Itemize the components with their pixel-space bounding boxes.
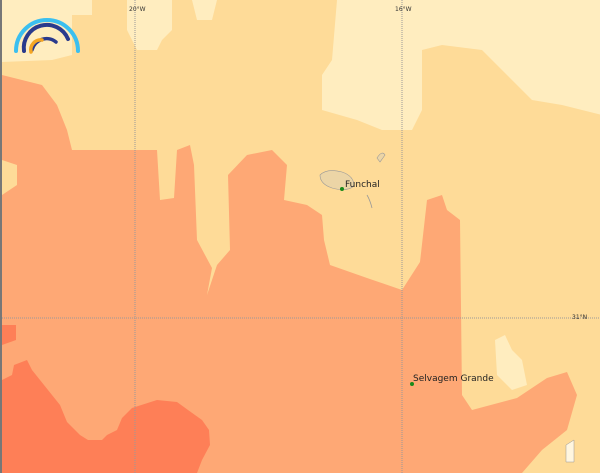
land-madeira	[319, 152, 575, 463]
arc-rainbow-logo-icon	[14, 18, 80, 54]
lon-label-20w: 20°W	[129, 6, 146, 13]
medium-zone	[2, 75, 577, 473]
lat-label-31n: 31°N	[572, 314, 588, 321]
lon-label-16w: 16°W	[395, 6, 412, 13]
place-label-funchal: Funchal	[345, 180, 380, 190]
selvagem-grande-marker[interactable]	[410, 382, 414, 386]
dark-zone	[2, 325, 210, 473]
funchal-marker[interactable]	[340, 187, 344, 191]
place-label-selvagem-grande: Selvagem Grande	[413, 374, 494, 384]
